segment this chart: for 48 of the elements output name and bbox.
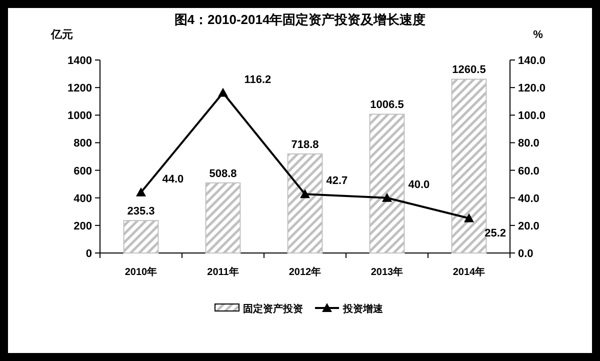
bar (205, 182, 241, 254)
bar (451, 78, 487, 254)
y2-tick-label: 100.0 (518, 110, 546, 122)
data-label: 1006.5 (370, 99, 404, 112)
y2-tick-label: 0.0 (518, 248, 534, 260)
y-tick-label: 0 (86, 248, 92, 260)
data-label: 1260.5 (452, 64, 486, 76)
bar (123, 220, 159, 254)
legend-item: 固定资产投资 (214, 304, 303, 315)
data-label: 44.0 (162, 173, 184, 186)
point (464, 213, 474, 222)
ylabel: 亿元 (51, 29, 73, 41)
x-tick-label: 2011年 (207, 266, 239, 278)
y-tick-label: 1000 (68, 110, 92, 122)
y-tick-label: 600 (74, 165, 92, 178)
y-tick-label: 1400 (68, 55, 92, 67)
legend-item: 投资增速 (315, 303, 383, 315)
point (382, 192, 392, 202)
data-label: 508.8 (209, 168, 237, 180)
point (218, 88, 228, 97)
y2-tick-label: 60.0 (518, 165, 540, 178)
x-tick-label: 2014年 (452, 266, 486, 278)
y2label: % (533, 29, 543, 41)
y2-tick-label: 20.0 (518, 220, 540, 232)
y-tick-label: 200 (74, 220, 92, 232)
legend-label: 固定资产投资 (243, 303, 303, 315)
bar (369, 114, 405, 254)
point (300, 189, 310, 198)
y2-tick-label: 120.0 (518, 82, 546, 95)
data-label: 116.2 (244, 74, 272, 86)
bar (287, 153, 323, 254)
data-label: 40.0 (408, 178, 430, 191)
data-label: 235.3 (127, 206, 155, 218)
data-label: 718.8 (291, 138, 319, 151)
data-label: 25.2 (484, 227, 506, 240)
y2-tick-label: 40.0 (518, 192, 540, 205)
y-tick-label: 800 (74, 138, 92, 150)
y2-tick-label: 80.0 (518, 138, 540, 150)
legend-label: 投资增速 (342, 303, 384, 315)
y-tick-label: 400 (74, 192, 92, 205)
x-tick-label: 2013年 (370, 266, 404, 278)
y-tick-label: 1200 (68, 82, 92, 95)
title: 图4：2010-2014年固定资产投资及增长速度 (174, 12, 426, 27)
y2-tick-label: 140.0 (518, 55, 546, 67)
data-label: 42.7 (326, 175, 348, 188)
point (136, 187, 146, 196)
x-tick-label: 2012年 (288, 266, 322, 278)
x-tick-label: 2010年 (124, 266, 158, 278)
